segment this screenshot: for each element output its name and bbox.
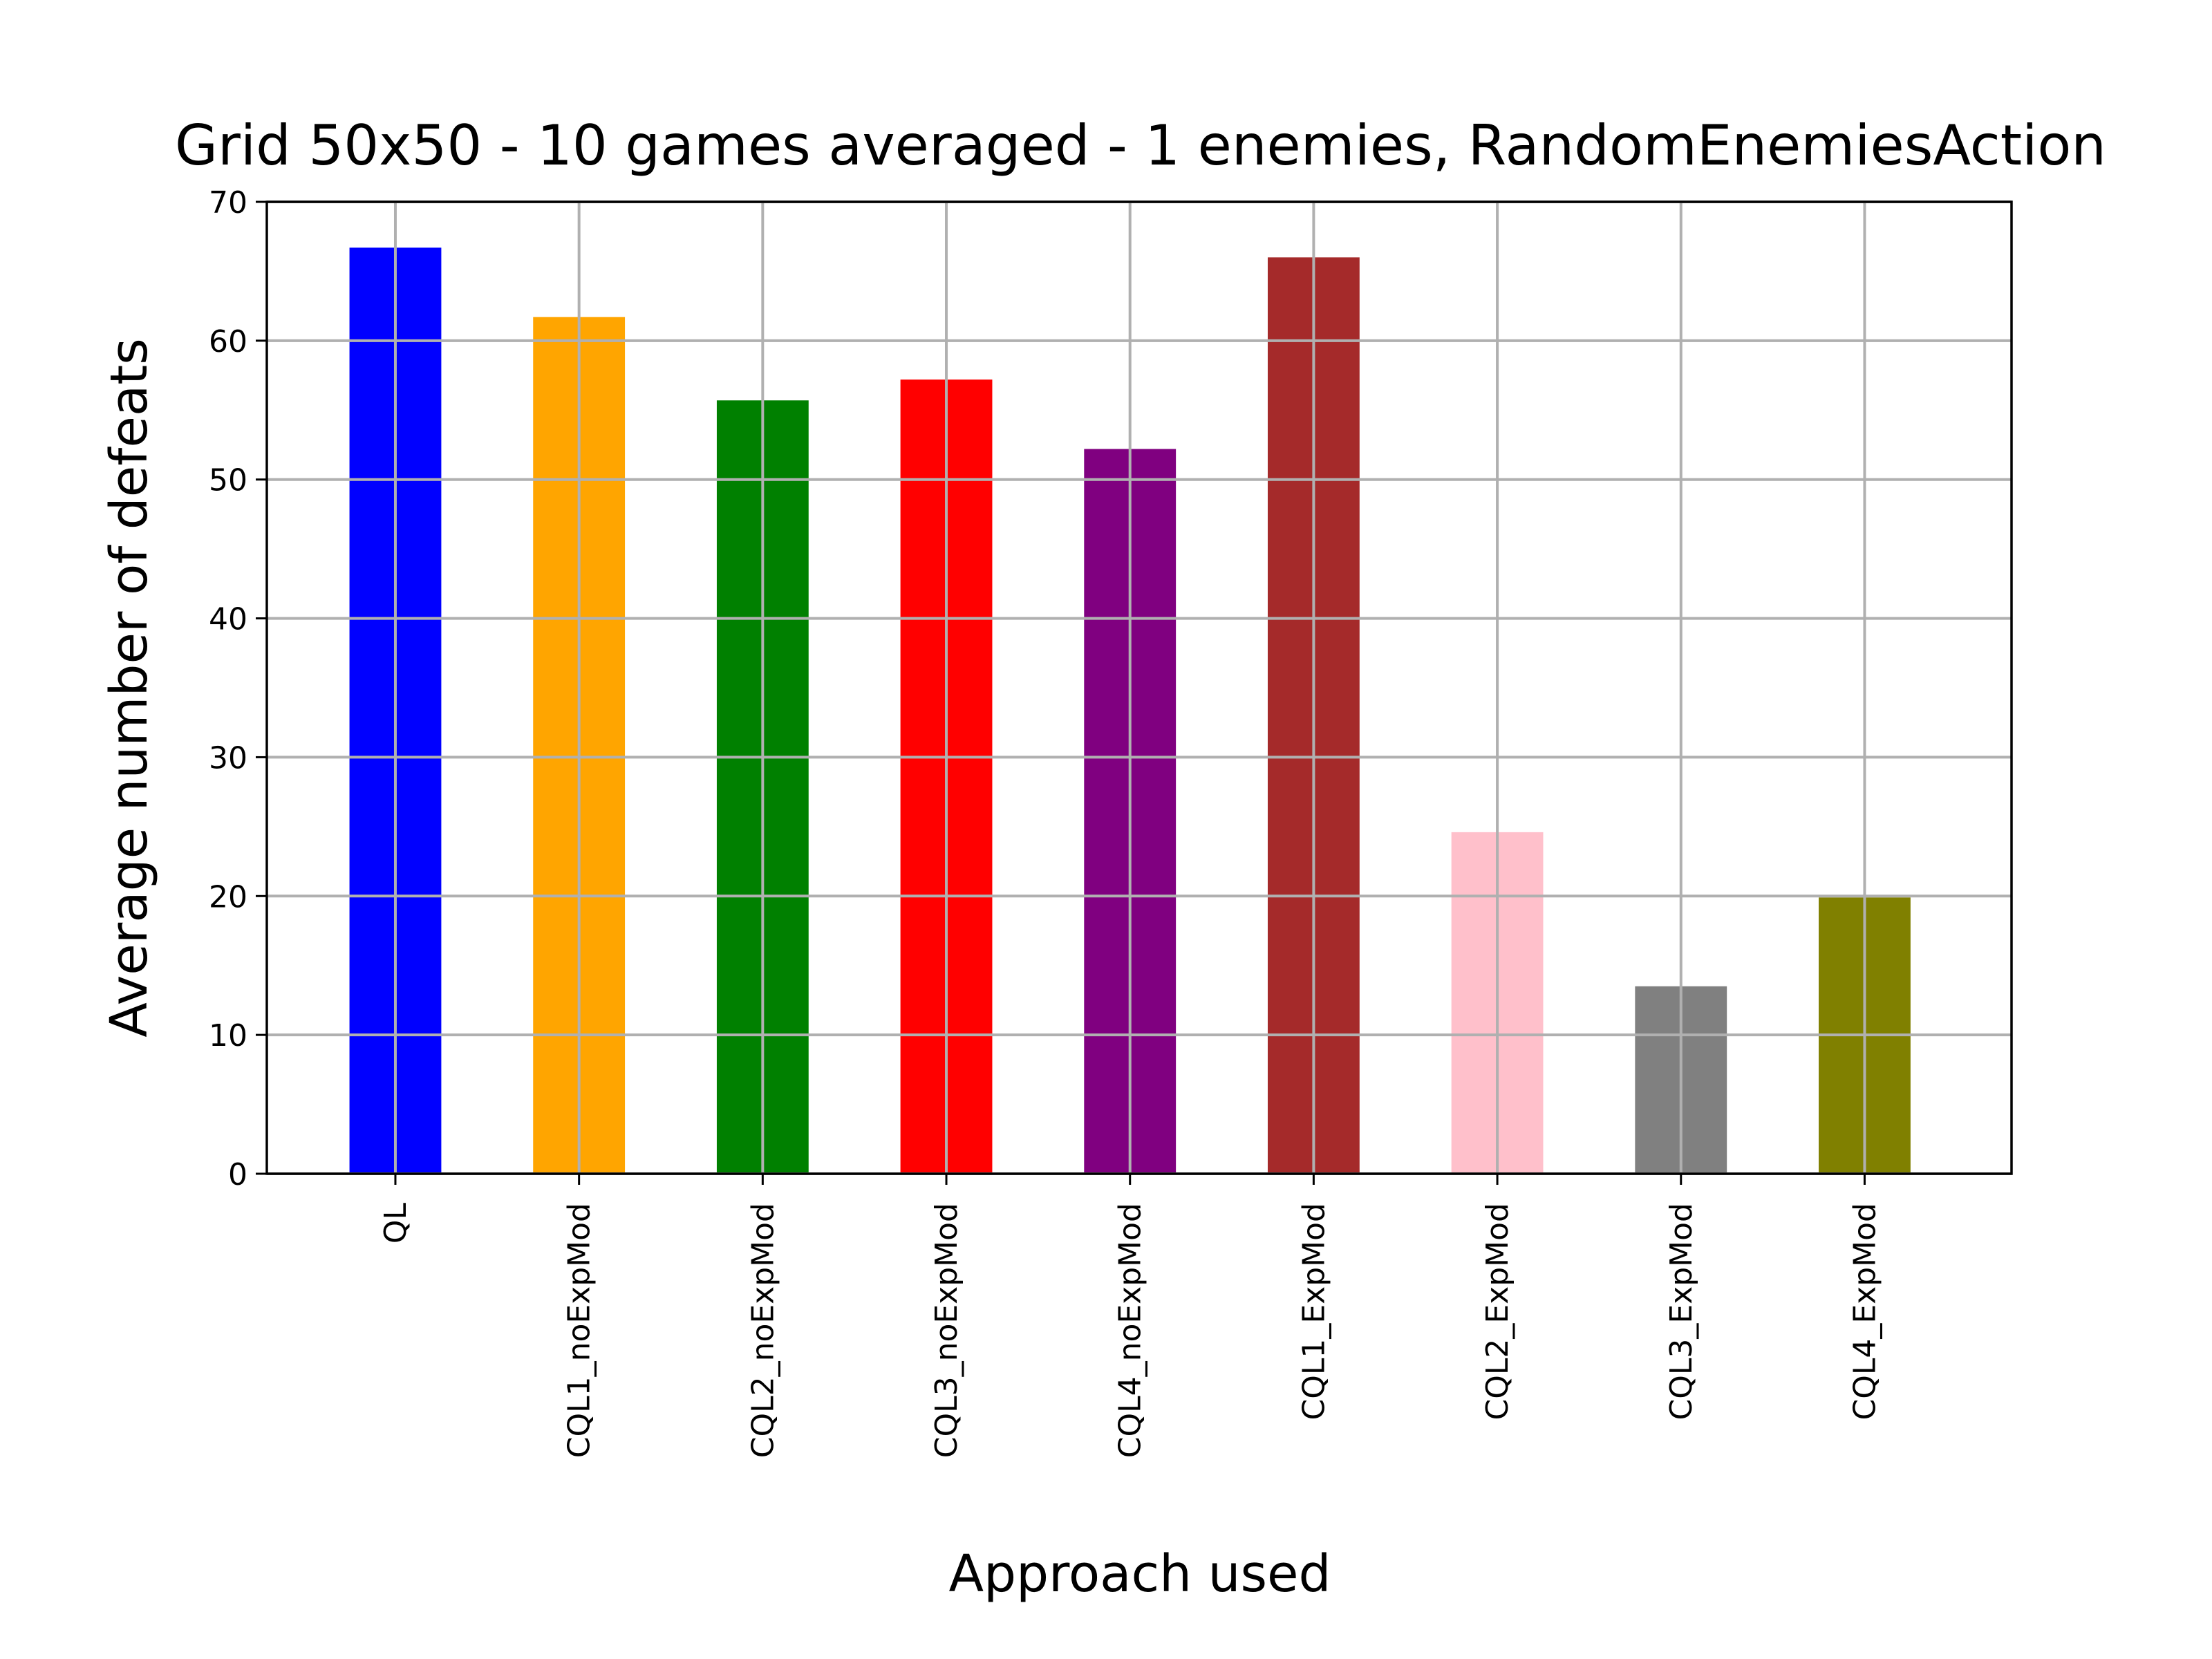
y-tick-label: 10 — [209, 1018, 247, 1053]
x-axis-label: Approach used — [948, 1544, 1331, 1604]
x-tick-label: CQL3_noExpMod — [929, 1203, 964, 1458]
x-tick-label: QL — [378, 1203, 413, 1244]
y-tick-label: 50 — [209, 463, 247, 498]
chart-title: Grid 50x50 - 10 games averaged - 1 enemi… — [175, 113, 2106, 178]
plot-frame — [265, 200, 2013, 1175]
y-tick-label: 30 — [209, 740, 247, 776]
x-tick-label: CQL2_noExpMod — [745, 1203, 780, 1458]
x-tick-label: CQL1_ExpMod — [1296, 1203, 1331, 1420]
y-tick-label: 60 — [209, 324, 247, 359]
x-tick-label: CQL2_ExpMod — [1480, 1203, 1515, 1420]
y-axis-label: Average number of defeats — [100, 338, 159, 1038]
y-tick-label: 40 — [209, 602, 247, 637]
x-tick-label: CQL4_ExpMod — [1847, 1203, 1882, 1420]
y-tick-label: 20 — [209, 879, 247, 915]
y-tick-label: 70 — [209, 185, 247, 221]
x-tick-label: CQL1_noExpMod — [562, 1203, 597, 1458]
x-tick-label: CQL3_ExpMod — [1664, 1203, 1699, 1420]
y-tick-label: 0 — [228, 1157, 247, 1192]
x-axis-ticks: QL CQL1_noExpMod CQL2_noExpMod CQL3_noExpMo… — [378, 1174, 1882, 1458]
grid-lines-overlay — [267, 200, 2012, 1175]
x-tick-label: CQL4_noExpMod — [1113, 1203, 1148, 1458]
y-axis-ticks: 0 10 20 30 40 50 60 70 — [209, 185, 267, 1192]
